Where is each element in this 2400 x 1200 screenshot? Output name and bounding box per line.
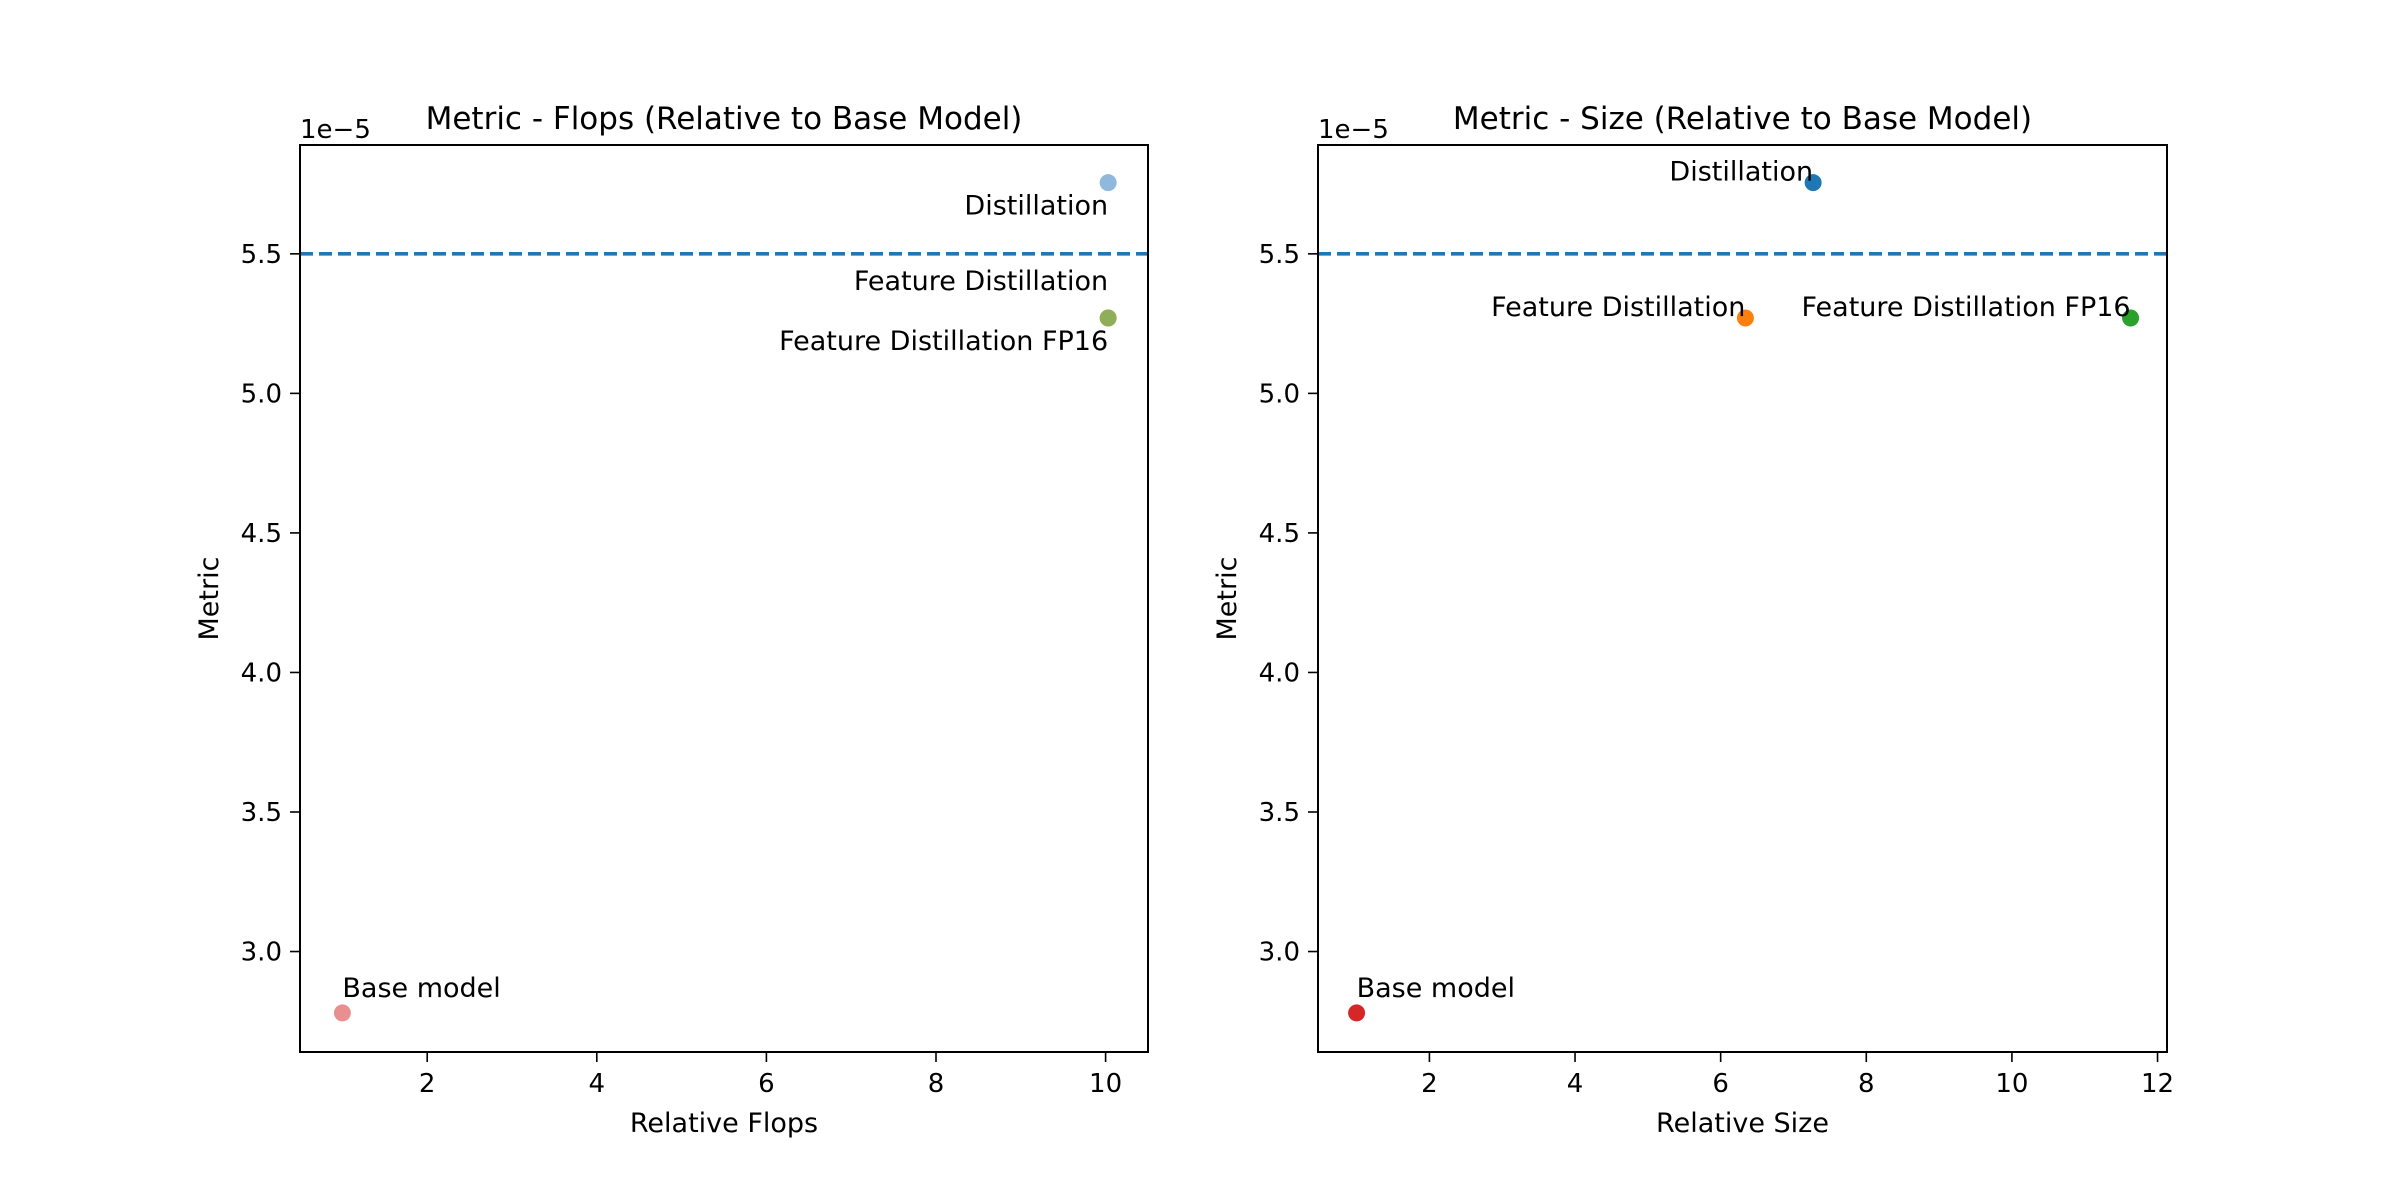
y-tick-label: 5.5 [241,240,282,270]
data-point [2122,309,2140,327]
plot-frame [1317,144,2168,1053]
data-label: Base model [342,973,500,1004]
y-tick-label: 3.5 [1259,798,1300,828]
data-label: Distillation [1669,157,1813,188]
y-tick-label: 4.5 [1259,519,1300,549]
y-axis-label: Metric [194,557,225,641]
y-tick-label: 3.5 [241,798,282,828]
chart-title: Metric - Flops (Relative to Base Model) [426,101,1023,137]
x-tick-label: 6 [758,1069,775,1099]
y-tick-label: 5.0 [1259,379,1300,409]
data-point [333,1004,351,1022]
y-offset-label: 1e−5 [300,115,371,145]
x-tick-label: 4 [589,1069,606,1099]
y-tick-label: 5.5 [1259,240,1300,270]
y-axis-label: Metric [1212,557,1243,641]
x-tick-label: 4 [1567,1069,1584,1099]
y-tick-label: 4.5 [241,519,282,549]
y-tick-label: 3.0 [1259,938,1300,968]
x-tick-label: 12 [2141,1069,2174,1099]
data-label: Base model [1357,973,1515,1004]
plot-frame [299,144,1149,1053]
x-tick-label: 8 [1858,1069,1875,1099]
x-tick-label: 8 [928,1069,945,1099]
y-tick-label: 5.0 [241,379,282,409]
y-tick-label: 4.0 [1259,658,1300,688]
y-tick-label: 4.0 [241,658,282,688]
x-tick-label: 6 [1712,1069,1729,1099]
data-point [1099,309,1117,327]
data-label: Feature Distillation FP16 [779,326,1108,357]
x-tick-label: 10 [1995,1069,2028,1099]
data-label: Feature Distillation [1491,292,1745,323]
x-tick-label: 10 [1089,1069,1122,1099]
data-point [1736,309,1754,327]
chart-panel-1: Metric - Flops (Relative to Base Model) 1… [194,101,1149,1139]
data-point [1348,1004,1366,1022]
y-tick-label: 3.0 [241,938,282,968]
data-label: Feature Distillation FP16 [1802,292,2131,323]
x-tick-label: 2 [1421,1069,1438,1099]
data-point [1804,174,1822,192]
chart-title: Metric - Size (Relative to Base Model) [1453,101,2032,137]
data-label: Distillation [964,191,1108,222]
data-label: Feature Distillation [854,266,1108,297]
x-axis-label: Relative Size [1656,1108,1829,1139]
x-axis-label: Relative Flops [630,1108,818,1139]
x-tick-label: 2 [419,1069,436,1099]
y-offset-label: 1e−5 [1318,115,1389,145]
chart-panel-2: Metric - Size (Relative to Base Model) 1e… [1212,101,2174,1139]
data-point [1099,174,1117,192]
